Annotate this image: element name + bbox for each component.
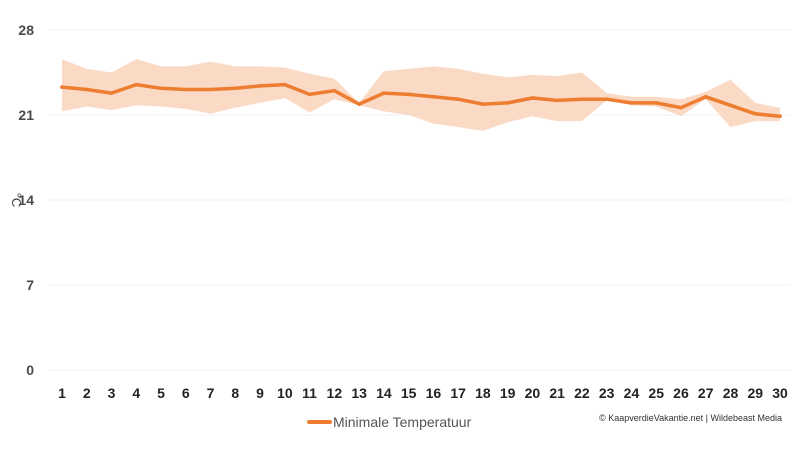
data-point xyxy=(505,101,510,105)
data-point xyxy=(456,97,460,102)
data-point xyxy=(307,92,312,97)
x-tick-label: 7 xyxy=(207,385,215,401)
data-point xyxy=(382,91,386,95)
data-point xyxy=(778,114,782,119)
x-tick-label: 14 xyxy=(376,385,392,401)
y-axis-label: °C xyxy=(9,193,24,208)
data-point xyxy=(332,88,337,93)
series-line-minimale-temperatuur xyxy=(60,82,782,118)
y-tick-label: 7 xyxy=(26,277,34,293)
x-tick-label: 19 xyxy=(500,385,516,401)
data-point xyxy=(629,101,634,105)
data-point xyxy=(208,87,213,92)
data-point xyxy=(60,85,64,89)
y-tick-label: 14 xyxy=(18,192,34,208)
legend-label: Minimale Temperatuur xyxy=(333,414,472,430)
x-tick-label: 27 xyxy=(698,385,714,401)
x-tick-label: 28 xyxy=(723,385,739,401)
y-tick-label: 28 xyxy=(18,22,34,38)
x-tick-label: 17 xyxy=(450,385,466,401)
x-tick-label: 11 xyxy=(302,385,317,401)
x-axis-ticks: 1 2 3 4 5 6 7 8 9 10 11 12 13 14 15 16 17 18 19 20 21 22 23 24 2… xyxy=(58,385,788,401)
data-point xyxy=(604,97,609,102)
data-point xyxy=(357,102,361,106)
data-point xyxy=(233,86,238,91)
credit-text: © KaapverdieVakantie.net | Wildebeast Me… xyxy=(599,413,782,423)
data-point xyxy=(481,102,485,106)
data-point xyxy=(406,92,411,97)
data-point xyxy=(109,91,114,95)
series-points xyxy=(60,82,782,119)
data-point xyxy=(183,87,188,92)
x-tick-label: 20 xyxy=(525,385,541,401)
y-axis-ticks: 0 7 14 21 28 xyxy=(18,22,34,378)
gridlines xyxy=(48,29,790,371)
data-point xyxy=(679,105,683,110)
x-tick-label: 21 xyxy=(549,385,565,401)
x-tick-label: 22 xyxy=(574,385,590,401)
x-tick-label: 8 xyxy=(231,385,239,401)
x-tick-label: 9 xyxy=(256,385,264,401)
data-point xyxy=(753,111,758,116)
x-tick-label: 6 xyxy=(182,385,190,401)
x-tick-label: 3 xyxy=(108,385,116,401)
data-point xyxy=(654,101,659,105)
x-tick-label: 5 xyxy=(157,385,165,401)
x-tick-label: 18 xyxy=(475,385,491,401)
x-tick-label: 13 xyxy=(351,385,367,401)
y-tick-label: 0 xyxy=(26,362,34,378)
data-point xyxy=(283,82,287,87)
y-tick-label: 21 xyxy=(18,107,34,123)
data-point xyxy=(555,98,559,103)
x-tick-label: 12 xyxy=(327,385,343,401)
data-point xyxy=(258,84,262,88)
x-tick-label: 10 xyxy=(277,385,293,401)
legend: Minimale Temperatuur xyxy=(307,414,472,430)
x-tick-label: 30 xyxy=(772,385,788,401)
x-tick-label: 4 xyxy=(132,385,140,401)
data-point xyxy=(159,86,163,91)
x-tick-label: 16 xyxy=(426,385,442,401)
data-point xyxy=(530,96,535,100)
x-tick-label: 15 xyxy=(401,385,417,401)
x-tick-label: 1 xyxy=(58,385,66,401)
data-point xyxy=(431,94,436,99)
data-point xyxy=(134,82,139,87)
x-tick-label: 24 xyxy=(624,385,640,401)
x-tick-label: 2 xyxy=(83,385,91,401)
data-point xyxy=(703,94,708,99)
x-tick-label: 29 xyxy=(747,385,763,401)
data-point xyxy=(580,97,584,102)
x-tick-label: 25 xyxy=(648,385,664,401)
data-point xyxy=(84,87,89,92)
x-tick-label: 26 xyxy=(673,385,689,401)
data-point xyxy=(728,103,733,108)
x-tick-label: 23 xyxy=(599,385,615,401)
